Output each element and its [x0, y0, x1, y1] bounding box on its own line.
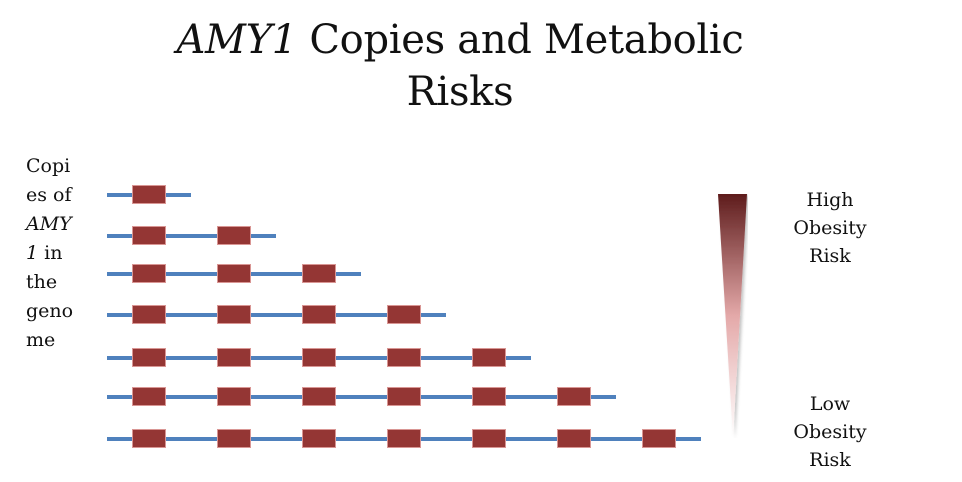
amy1-copy-block [302, 387, 336, 406]
amy1-copy-block [217, 264, 251, 283]
risk-label-line: Obesity [793, 217, 867, 239]
title-line-1: AMY1 Copies and Metabolic [0, 14, 920, 66]
dna-strand-line [107, 313, 446, 317]
amy1-copy-block [132, 185, 166, 204]
amy1-copy-block [217, 387, 251, 406]
high-obesity-risk-label: High Obesity Risk [770, 186, 890, 270]
y-axis-label: Copi es of AMY 1 in the geno me [26, 152, 73, 355]
amy1-copy-block [387, 429, 421, 448]
title-rest: Copies and Metabolic [296, 17, 744, 63]
amy1-copy-block [132, 387, 166, 406]
diagram-title: AMY1 Copies and Metabolic Risks [0, 14, 920, 118]
amy1-copy-block [302, 305, 336, 324]
ylabel-line: the [26, 271, 58, 293]
amy1-copy-block [387, 387, 421, 406]
ylabel-line: Copi [26, 155, 71, 177]
amy1-copy-block [472, 348, 506, 367]
amy1-copy-block [302, 429, 336, 448]
amy1-copy-block [472, 429, 506, 448]
amy1-copy-block [217, 305, 251, 324]
risk-label-line: Obesity [793, 421, 867, 443]
amy1-copy-block [302, 264, 336, 283]
amy1-copy-block [132, 305, 166, 324]
ylabel-gene-digit: 1 [26, 242, 39, 264]
amy1-copy-block [302, 348, 336, 367]
amy1-copy-block [132, 264, 166, 283]
copy-row [107, 185, 191, 205]
amy1-copy-block [132, 429, 166, 448]
ylabel-line: 1 in [26, 239, 73, 268]
amy1-copy-block [387, 348, 421, 367]
ylabel-line: me [26, 329, 56, 351]
copy-row [107, 264, 361, 284]
copy-row [107, 305, 446, 325]
amy1-copy-block [217, 226, 251, 245]
copy-row [107, 226, 276, 246]
low-obesity-risk-label: Low Obesity Risk [770, 390, 890, 474]
title-gene-name: AMY1 [176, 17, 297, 63]
obesity-risk-gradient-wedge [718, 194, 747, 438]
ylabel-line: geno [26, 300, 74, 322]
ylabel-in: in [38, 242, 63, 264]
amy1-copy-block [217, 348, 251, 367]
risk-label-line: Low [809, 393, 851, 415]
amy1-copy-block [642, 429, 676, 448]
amy1-copy-block [472, 387, 506, 406]
risk-label-line: High [806, 189, 854, 211]
risk-label-line: Risk [809, 245, 851, 267]
amy1-copy-block [132, 226, 166, 245]
amy1-copy-block [132, 348, 166, 367]
copy-row [107, 429, 701, 449]
risk-label-line: Risk [809, 449, 851, 471]
ylabel-line: AMY [26, 213, 72, 235]
amy1-copy-block [557, 387, 591, 406]
dna-strand-line [107, 395, 616, 399]
amy1-copy-block [557, 429, 591, 448]
dna-strand-line [107, 234, 276, 238]
amy1-copy-block [217, 429, 251, 448]
copy-row [107, 348, 531, 368]
amy1-copy-block [387, 305, 421, 324]
title-line-2: Risks [406, 69, 514, 115]
ylabel-line: es of [26, 184, 72, 206]
copy-row [107, 387, 616, 407]
